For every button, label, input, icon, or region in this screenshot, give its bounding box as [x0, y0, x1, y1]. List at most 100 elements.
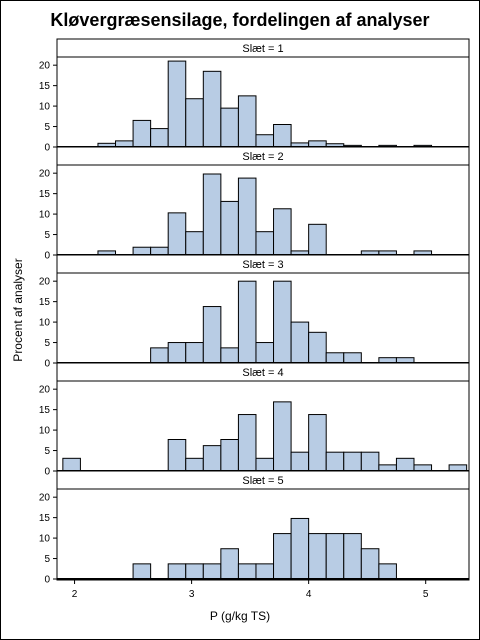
- y-tick-label: 0: [44, 575, 50, 586]
- histogram-bar: [308, 223, 327, 256]
- histogram-bar: [220, 439, 239, 472]
- histogram-bar: [255, 231, 275, 256]
- y-tick-label: 10: [39, 102, 51, 113]
- y-tick-label: 20: [39, 277, 51, 288]
- histogram-bar: [378, 563, 397, 580]
- histogram-bar: [202, 173, 222, 256]
- histogram-bar: [360, 451, 380, 472]
- panel-slaet-1: Slæt = 1 0 5 10 15 20: [39, 38, 470, 154]
- histogram-bar: [308, 331, 327, 364]
- x-tick-label: 4: [306, 589, 312, 600]
- histogram-bar: [237, 95, 257, 148]
- histogram-bar: [308, 414, 327, 472]
- y-tick-label: 0: [44, 143, 50, 154]
- histogram-bar: [202, 563, 222, 580]
- histogram-bar: [273, 401, 292, 472]
- chart-title: Kløvergræsensilage, fordelingen af analy…: [50, 10, 429, 30]
- panel-label: Slæt = 3: [242, 259, 283, 271]
- y-tick-label: 20: [39, 385, 51, 396]
- histogram-bar: [150, 128, 169, 148]
- histogram-bar: [325, 533, 345, 580]
- histogram-bar: [255, 134, 275, 148]
- histogram-bar: [150, 347, 169, 364]
- x-axis-label: P (g/kg TS): [210, 609, 270, 623]
- histogram-bar: [325, 352, 345, 364]
- histogram-bar: [343, 533, 362, 580]
- histogram-bar: [290, 321, 310, 364]
- histogram-bar: [255, 457, 275, 472]
- panel-label: Slæt = 2: [242, 151, 283, 163]
- histogram-bar: [132, 119, 152, 148]
- histogram-bar: [167, 212, 187, 256]
- histogram-bar: [185, 98, 204, 148]
- y-tick-label: 5: [44, 230, 50, 241]
- histogram-bar: [132, 246, 152, 256]
- histogram-bar: [273, 280, 292, 364]
- y-tick-label: 5: [44, 338, 50, 349]
- histogram-bar: [220, 107, 239, 148]
- panel-label: Slæt = 1: [242, 43, 283, 55]
- histogram-bar: [237, 414, 257, 472]
- histogram-bar: [150, 246, 169, 256]
- panel-slaet-4: Slæt = 4 0 5 10 15 20: [39, 362, 470, 478]
- histogram-bar: [273, 533, 292, 580]
- y-tick-label: 15: [39, 81, 51, 92]
- y-tick-label: 0: [44, 467, 50, 478]
- histogram-bar: [220, 548, 239, 580]
- y-tick-label: 10: [39, 318, 51, 329]
- histogram-bar: [237, 177, 257, 256]
- histogram-bar: [167, 60, 187, 148]
- histogram-bar: [395, 457, 415, 472]
- histogram-bar: [273, 124, 292, 148]
- y-tick-label: 0: [44, 251, 50, 262]
- y-tick-label: 10: [39, 210, 51, 221]
- histogram-bar: [185, 457, 204, 472]
- histogram-bar: [343, 352, 362, 364]
- y-tick-label: 0: [44, 359, 50, 370]
- y-tick-label: 5: [44, 446, 50, 457]
- histogram-bar: [290, 517, 310, 580]
- histogram-bar: [202, 306, 222, 364]
- histogram-bar: [360, 548, 380, 580]
- panel-slaet-3: Slæt = 3 0 5 10 15 20: [39, 254, 470, 370]
- y-tick-label: 15: [39, 513, 51, 524]
- y-tick-label: 5: [44, 122, 50, 133]
- histogram-bar: [202, 70, 222, 148]
- y-tick-label: 20: [39, 493, 51, 504]
- y-tick-label: 10: [39, 426, 51, 437]
- histogram-bar: [167, 439, 187, 472]
- panel-slaet-2: Slæt = 2 0 5 10 15 20: [39, 146, 470, 262]
- y-tick-label: 15: [39, 297, 51, 308]
- histogram-bar: [202, 445, 222, 472]
- x-tick-label: 2: [72, 589, 78, 600]
- x-tick-label: 5: [423, 589, 429, 600]
- histogram-bar: [185, 231, 204, 256]
- x-axis: 2 3 4 5: [72, 579, 429, 600]
- y-tick-label: 20: [39, 61, 51, 72]
- y-tick-label: 5: [44, 554, 50, 565]
- histogram-bar: [290, 451, 310, 472]
- y-tick-label: 15: [39, 405, 51, 416]
- y-tick-label: 10: [39, 534, 51, 545]
- histogram-bar: [62, 457, 81, 472]
- histogram-bar: [308, 533, 327, 580]
- histogram-bar: [220, 200, 239, 256]
- x-tick-label: 3: [189, 589, 195, 600]
- panel-label: Slæt = 4: [242, 367, 283, 379]
- histogram-bar: [325, 451, 345, 472]
- histogram-bar: [273, 208, 292, 256]
- histogram-bar: [132, 563, 152, 580]
- histogram-bar: [167, 342, 187, 364]
- y-tick-label: 15: [39, 189, 51, 200]
- histogram-bar: [255, 342, 275, 364]
- histogram-bar: [237, 563, 257, 580]
- panel-label: Slæt = 5: [242, 475, 283, 487]
- panel-slaet-5: Slæt = 5 0 5 10 15 20: [39, 470, 470, 586]
- histogram-bar: [167, 563, 187, 580]
- histogram-bar: [220, 347, 239, 364]
- histogram-bar: [343, 451, 362, 472]
- y-tick-label: 20: [39, 169, 51, 180]
- histogram-bar: [185, 342, 204, 364]
